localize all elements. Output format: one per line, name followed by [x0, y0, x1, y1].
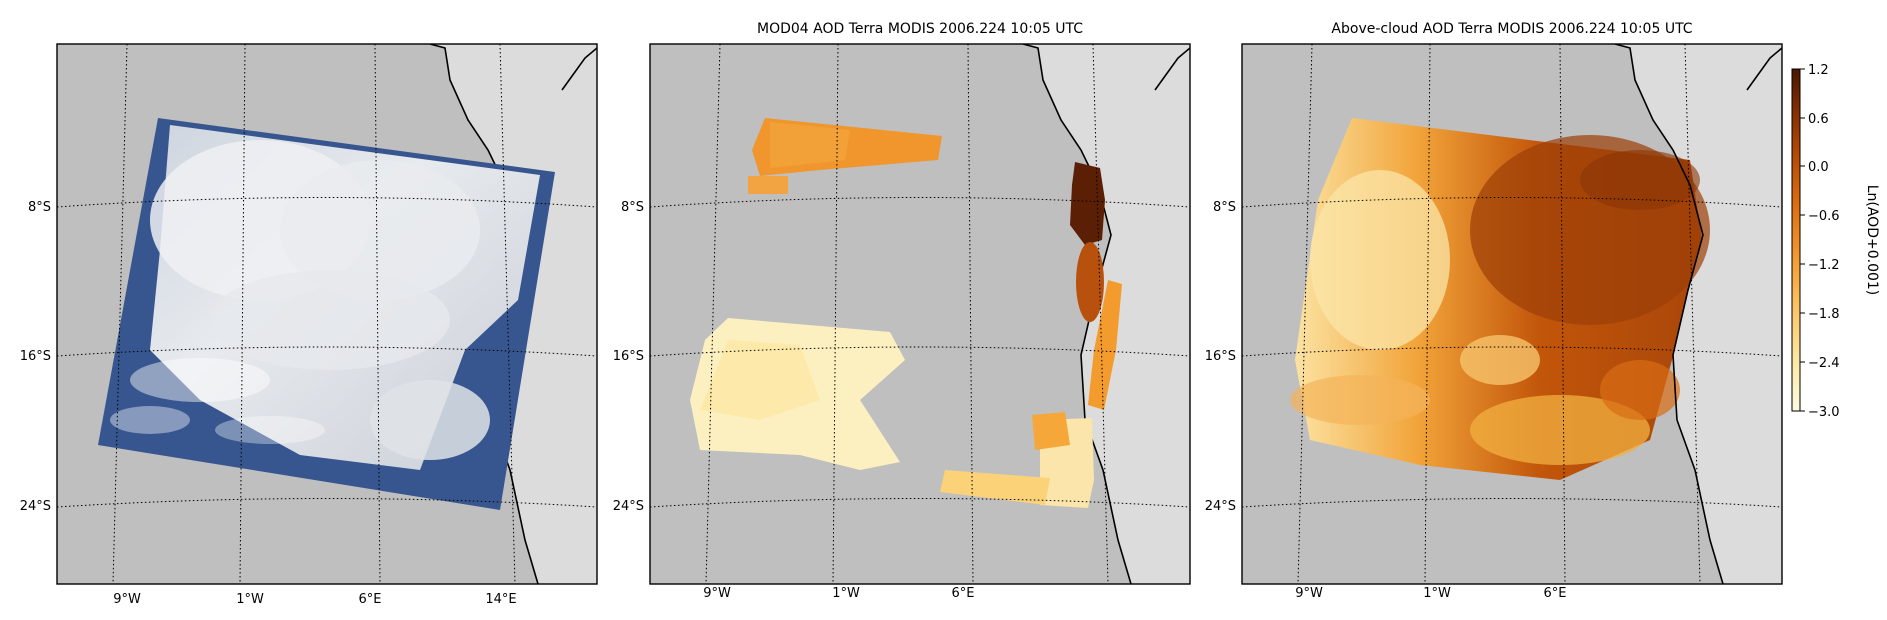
colorbar-tick-label: 1.2: [1808, 63, 1829, 78]
land-africa: [1615, 44, 1782, 584]
map-frame: [1241, 43, 1783, 585]
lon-label: 6°E: [1544, 586, 1567, 601]
lon-label: 9°W: [703, 586, 731, 601]
cloud-field: [110, 125, 540, 470]
lat-label: 8°S: [1213, 200, 1236, 215]
colorbar-tick-label: −3.0: [1808, 405, 1840, 420]
colorbar-ticks: [1800, 68, 1805, 412]
lat-label: 24°S: [613, 499, 644, 514]
lat-label: 16°S: [20, 349, 51, 364]
graticule: [56, 43, 598, 585]
map-frame: [649, 43, 1191, 585]
colorbar-tick-label: −2.4: [1808, 356, 1840, 371]
colorbar-tick-label: 0.0: [1808, 160, 1829, 175]
coastline: [1022, 44, 1132, 584]
panel-truecolor: 9°W 1°W 6°E 14°E 8°S 16°S 24°S: [20, 43, 598, 607]
map-frame: [56, 43, 598, 585]
colorbar-tick-label: −1.2: [1808, 258, 1840, 273]
coastline-nw: [561, 47, 597, 91]
panel-mod04: MOD04 AOD Terra MODIS 2006.224 10:05 UTC: [613, 21, 1191, 601]
coastline-nw: [1154, 47, 1190, 91]
lon-label: 1°W: [832, 586, 860, 601]
lat-label: 8°S: [28, 200, 51, 215]
colorbar-label: Ln(AOD+0.001): [1864, 185, 1880, 296]
lat-label: 8°S: [621, 200, 644, 215]
colorbar-gradient: [1791, 68, 1801, 412]
aod-field: [1290, 118, 1710, 480]
lat-label: 16°S: [1205, 349, 1236, 364]
lon-label: 14°E: [485, 592, 516, 607]
panel-above-cloud: Above-cloud AOD Terra MODIS 2006.224 10:…: [1205, 21, 1783, 601]
lon-label: 1°W: [1423, 586, 1451, 601]
colorbar-tick-label: 0.6: [1808, 112, 1829, 127]
graticule: [649, 43, 1191, 585]
coastline: [1614, 44, 1724, 584]
lon-label: 9°W: [113, 592, 141, 607]
panel-title: Above-cloud AOD Terra MODIS 2006.224 10:…: [1331, 21, 1692, 37]
lon-label: 6°E: [952, 586, 975, 601]
lon-label: 6°E: [359, 592, 382, 607]
colorbar-tick-label: −0.6: [1808, 209, 1840, 224]
colorbar: 1.2 0.6 0.0 −0.6 −1.2 −1.8 −2.4 −3.0 Ln(…: [1791, 63, 1880, 420]
graticule: [1241, 43, 1783, 585]
lon-label: 9°W: [1295, 586, 1323, 601]
lon-label: 1°W: [236, 592, 264, 607]
aod-retrievals: [690, 118, 1122, 508]
lat-label: 16°S: [613, 349, 644, 364]
lat-label: 24°S: [20, 499, 51, 514]
lat-label: 24°S: [1205, 499, 1236, 514]
panel-title: MOD04 AOD Terra MODIS 2006.224 10:05 UTC: [757, 21, 1083, 37]
coastline-nw: [1746, 47, 1782, 91]
colorbar-tick-label: −1.8: [1808, 307, 1840, 322]
